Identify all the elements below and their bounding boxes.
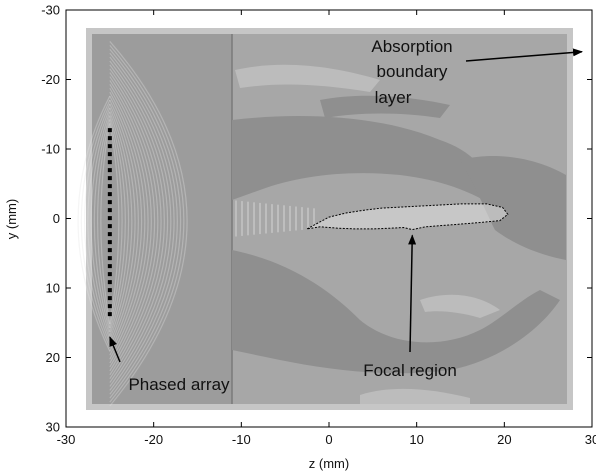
wave-front-arc <box>109 91 146 356</box>
y-tick-label: -30 <box>41 3 60 18</box>
y-tick-label: 0 <box>53 211 60 226</box>
wave-front-arc <box>109 84 152 364</box>
wave-front-arc <box>109 123 120 325</box>
wave-front-arc <box>109 41 188 407</box>
x-tick-label: 20 <box>497 432 511 447</box>
absorption-arrow <box>465 48 583 62</box>
x-tick-label: 30 <box>585 432 596 447</box>
wave-front-arc <box>109 60 172 387</box>
wave-front-arc <box>109 107 133 340</box>
wave-front-arc <box>109 99 139 348</box>
wave-fronts <box>77 41 315 407</box>
wave-front-arc-back <box>87 107 111 340</box>
y-tick-label: 30 <box>46 420 60 435</box>
wave-front-arc <box>109 76 159 372</box>
annotation-focal-region: Focal region <box>363 361 457 380</box>
y-axis-ticks: -30 -20 -10 0 10 20 30 <box>41 3 592 435</box>
light-patches <box>235 64 500 404</box>
x-axis-label: z (mm) <box>309 456 349 471</box>
wave-front-arc <box>109 95 143 352</box>
wave-front-arc-back <box>90 111 111 336</box>
dark-patches <box>232 95 566 374</box>
wave-front-arc <box>109 103 136 344</box>
annotations: Absorption boundary layer Focal region P… <box>128 37 456 394</box>
wave-front-arc-back <box>83 103 111 344</box>
focal-region-outline <box>306 203 509 231</box>
wave-front-arc <box>109 64 169 383</box>
annotation-absorption-line-1: Absorption <box>371 37 452 56</box>
wave-front-arc <box>109 87 149 360</box>
wave-front-arc-back <box>80 99 111 348</box>
x-tick-label: -20 <box>144 432 163 447</box>
wave-front-arc <box>109 56 175 391</box>
y-tick-label: -10 <box>41 142 60 157</box>
wave-front-arc <box>109 119 123 329</box>
phased-array-arrow <box>109 336 121 363</box>
x-tick-label: 0 <box>325 432 332 447</box>
y-tick-label: -20 <box>41 72 60 87</box>
wave-front-arc <box>109 115 126 333</box>
focal-region-arrow <box>408 234 417 353</box>
wave-front-arc <box>109 80 156 368</box>
wave-front-arc-back <box>93 115 111 333</box>
annotation-absorption-line-2: boundary <box>377 62 448 81</box>
x-tick-label: -10 <box>232 432 251 447</box>
x-axis-ticks: -30 -20 -10 0 10 20 30 <box>57 10 596 447</box>
wave-front-arc <box>109 48 182 399</box>
annotation-arrows <box>109 48 583 363</box>
wave-front-arc <box>109 72 162 376</box>
wave-front-arc-back <box>97 119 111 329</box>
y-tick-label: 10 <box>46 281 60 296</box>
plot-area <box>65 9 593 428</box>
wave-front-arc <box>109 68 165 380</box>
wave-front-arc-back <box>100 123 111 325</box>
wave-front-arc <box>109 44 185 403</box>
x-tick-label: -30 <box>57 432 76 447</box>
y-tick-label: 20 <box>46 350 60 365</box>
wave-front-arc <box>109 52 178 395</box>
annotation-phased-array: Phased array <box>128 375 230 394</box>
annotation-absorption-line-3: layer <box>375 88 412 107</box>
x-tick-label: 10 <box>409 432 423 447</box>
wave-front-arc-back <box>77 95 111 352</box>
y-axis-label: y (mm) <box>4 199 19 239</box>
wave-front-arc <box>109 111 130 336</box>
